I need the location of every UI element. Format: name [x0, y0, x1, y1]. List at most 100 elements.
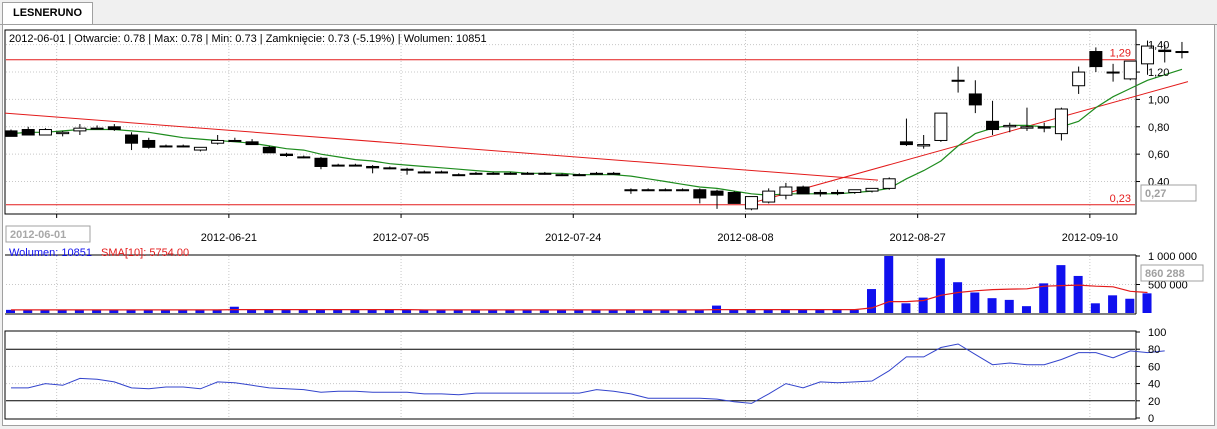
candle-body-65 — [1123, 60, 1137, 80]
candle-59 — [1020, 107, 1034, 131]
candle-body-5 — [90, 127, 104, 130]
candle-body-24 — [417, 171, 431, 174]
candle-12 — [211, 135, 225, 145]
trendline-0 — [4, 112, 879, 181]
volume-bar-51 — [884, 256, 894, 313]
candle-65 — [1123, 60, 1137, 81]
candle-47 — [813, 189, 827, 197]
volume-bar-63 — [1090, 303, 1100, 313]
volume-bar-58 — [1004, 299, 1014, 313]
candle-38 — [658, 188, 672, 192]
hline-label-0: 1,29 — [1110, 48, 1131, 60]
volume-bar-56 — [970, 292, 980, 313]
volume-bar-44 — [763, 309, 773, 313]
price-tick-label-0: 1,40 — [1148, 40, 1169, 52]
candle-21 — [366, 165, 380, 174]
volume-bar-50 — [867, 289, 876, 313]
candle-body-59 — [1020, 126, 1034, 129]
candle-body-41 — [710, 190, 724, 196]
candle-body-16 — [280, 153, 294, 157]
volume-bar-5 — [92, 309, 102, 313]
volume-bar-43 — [746, 309, 756, 313]
candle-body-66 — [1141, 45, 1155, 65]
candle-body-43 — [744, 196, 758, 210]
price-current-box — [1140, 184, 1197, 202]
x-tick-label-3: 2012-07-24 — [545, 232, 601, 244]
tab-bar: LESNERUNO — [0, 0, 1217, 25]
volume-current-label: 860 288 — [1145, 268, 1185, 280]
candle-22 — [383, 166, 397, 170]
osc-tick-label-3: 40 — [1148, 379, 1160, 391]
volume-bar-18 — [315, 309, 325, 313]
candle-body-53 — [917, 144, 931, 147]
candle-20 — [348, 163, 362, 167]
candle-body-25 — [435, 171, 448, 174]
volume-bar-26 — [453, 309, 463, 313]
x-axis: 2012-06-21 2012-07-05 2012-07-24 2012-08-08… — [56, 214, 1118, 244]
volume-bar-6 — [109, 309, 119, 313]
candle-body-7 — [125, 134, 139, 144]
volume-bar-34 — [591, 309, 601, 313]
volume-bar-17 — [298, 309, 308, 313]
volume-tick-label-0: 1 000 000 — [1148, 251, 1197, 263]
candle-60 — [1037, 122, 1051, 133]
volume-bar-2 — [40, 309, 50, 313]
info-max: Max: 0.78 — [154, 33, 202, 45]
info-min: Min: 0.73 — [211, 33, 256, 45]
candle-17 — [297, 155, 311, 159]
candle-body-49 — [848, 189, 862, 193]
candle-10 — [176, 144, 190, 148]
volume-bar-40 — [694, 309, 704, 313]
candle-58 — [1003, 122, 1017, 133]
stock-chart[interactable]: 2012-06-01 | Otwarcie: 0.78 | Max: 0.78 … — [3, 25, 1214, 425]
info-open: Otwarcie: 0.78 — [74, 33, 145, 45]
volume-bar-4 — [74, 309, 84, 313]
tab-lesneruno[interactable]: LESNERUNO — [2, 2, 94, 24]
candle-52 — [899, 118, 913, 146]
volume-bar-25 — [436, 309, 446, 313]
candle-body-42 — [727, 191, 741, 204]
volume-bar-27 — [470, 309, 480, 313]
volume-bar-57 — [987, 298, 997, 313]
osc-tick-label-5: 0 — [1148, 413, 1154, 425]
candle-body-45 — [779, 186, 793, 196]
x-tick-label-6: 2012-09-10 — [1062, 232, 1118, 244]
osc-line — [11, 343, 1165, 404]
candle-body-54 — [934, 112, 948, 141]
volume-bar-37 — [643, 309, 653, 313]
candle-62 — [1072, 66, 1086, 94]
volume-bar-42 — [729, 309, 739, 313]
candle-body-38 — [658, 189, 672, 192]
candle-68 — [1175, 41, 1189, 59]
volume-bar-35 — [608, 309, 618, 313]
trendline-1 — [745, 81, 1189, 206]
price-y-axis: 1,401,201,000,800,600,400,27 — [1136, 40, 1197, 202]
grid — [6, 31, 1135, 418]
candle-0 — [4, 129, 18, 137]
candle-body-40 — [693, 189, 707, 199]
volume-bar-29 — [505, 309, 515, 313]
x-tick-label-2: 2012-07-05 — [373, 232, 429, 244]
candle-15 — [262, 145, 276, 154]
candle-body-12 — [211, 139, 225, 144]
volume-bar-7 — [126, 309, 136, 313]
candle-42 — [727, 191, 741, 204]
osc-tick-label-0: 100 — [1148, 327, 1166, 339]
info-close: Zamknięcie: 0.73 (-5.19%) — [266, 33, 395, 45]
candle-body-36 — [624, 189, 638, 192]
volume-bar-20 — [350, 309, 360, 313]
price-tick-label-3: 0,80 — [1148, 122, 1169, 134]
volume-bar-0 — [6, 309, 15, 313]
candle-body-27 — [469, 172, 483, 175]
candle-64 — [1106, 63, 1120, 82]
candle-46 — [796, 185, 810, 195]
candle-body-31 — [538, 172, 552, 175]
candle-body-57 — [986, 120, 1000, 131]
candle-body-1 — [21, 129, 35, 136]
volume-bar-49 — [849, 309, 859, 313]
volume-bar-9 — [160, 309, 170, 313]
volume-bar-53 — [918, 297, 928, 313]
candle-55 — [951, 66, 965, 93]
candle-33 — [572, 173, 586, 177]
